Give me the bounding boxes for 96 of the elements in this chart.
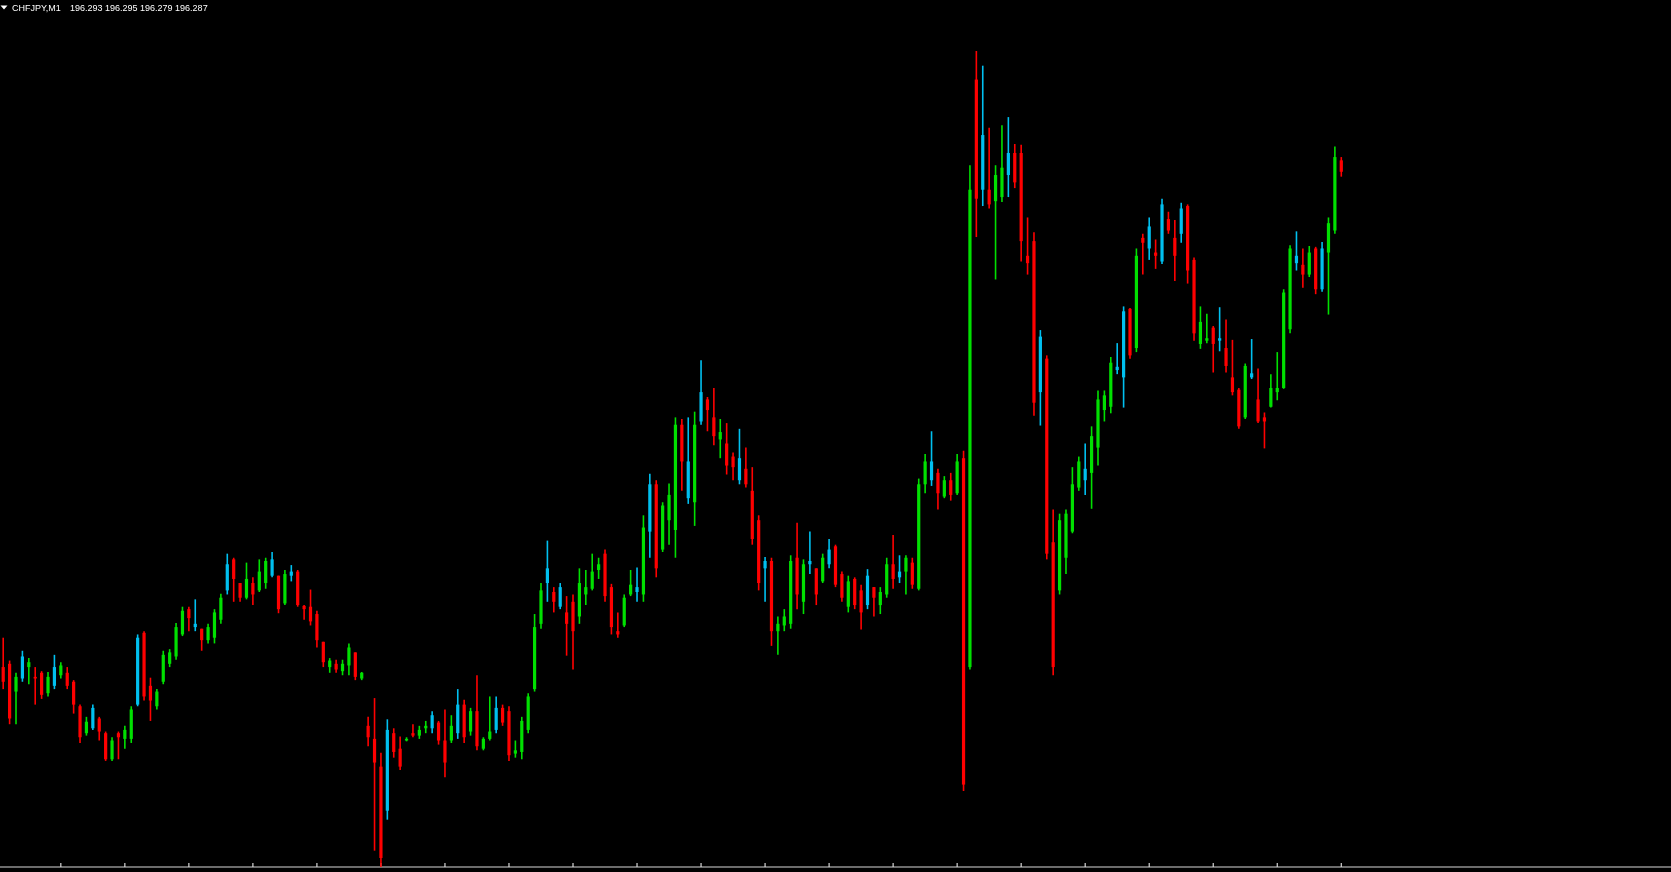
candlestick xyxy=(891,534,895,590)
candlestick xyxy=(705,396,710,433)
candlestick xyxy=(1141,232,1145,276)
candlestick xyxy=(206,623,210,645)
candlestick xyxy=(302,604,306,621)
candlestick xyxy=(565,595,569,657)
candlestick xyxy=(398,735,402,771)
candlestick xyxy=(72,679,76,715)
candlestick xyxy=(110,736,114,762)
candlestick xyxy=(500,703,505,727)
candlestick xyxy=(821,552,825,584)
candlestick xyxy=(558,582,562,610)
chart-subtitle: 196.293 196.295 196.279 196.287 xyxy=(70,3,208,13)
candlestick xyxy=(1147,216,1151,261)
candlestick xyxy=(635,566,639,603)
candlestick xyxy=(1256,367,1260,424)
candlestick xyxy=(1,636,5,690)
candlestick xyxy=(257,558,261,593)
candlestick xyxy=(737,428,742,486)
candlestick xyxy=(731,451,735,482)
candlestick xyxy=(1006,116,1010,198)
candlestick xyxy=(187,605,191,632)
candlestick xyxy=(910,556,914,590)
candlestick xyxy=(123,725,127,750)
candlestick xyxy=(1275,351,1279,402)
candlestick xyxy=(244,561,249,601)
candlestick xyxy=(949,472,953,502)
candlestick xyxy=(1224,318,1228,374)
candlestick xyxy=(372,697,377,852)
candlestick xyxy=(1218,306,1222,353)
candlestick xyxy=(180,605,185,637)
candlestick xyxy=(347,642,351,677)
candlestick xyxy=(40,670,44,700)
candlestick xyxy=(545,539,549,603)
candlestick xyxy=(923,453,927,495)
candlestick xyxy=(859,583,863,631)
candlestick xyxy=(1173,219,1177,282)
candlestick xyxy=(193,598,197,632)
candlestick xyxy=(65,666,69,690)
candlestick xyxy=(763,556,767,603)
candlestick xyxy=(782,608,786,632)
candlestick xyxy=(1262,411,1267,450)
candlestick xyxy=(1230,339,1235,397)
candlestick xyxy=(929,430,934,487)
candlestick xyxy=(91,703,95,731)
candlestick xyxy=(904,554,908,596)
candlestick xyxy=(878,586,882,615)
candlestick xyxy=(616,611,620,639)
candlestick xyxy=(872,586,876,618)
candlestick xyxy=(238,582,242,603)
candlestick xyxy=(232,556,236,603)
candlestick xyxy=(14,671,18,725)
candlestick xyxy=(1154,238,1158,270)
candlestick xyxy=(597,556,601,580)
candlestick xyxy=(46,671,50,698)
candlestick xyxy=(936,467,940,511)
candlestick xyxy=(52,654,57,690)
candlestick xyxy=(27,657,31,686)
candlestick xyxy=(712,387,716,446)
candlestick xyxy=(494,695,498,734)
candlestick xyxy=(430,710,434,734)
candlestick xyxy=(321,640,325,668)
candlestick xyxy=(1205,312,1209,344)
candlestick xyxy=(468,707,473,737)
candlestick xyxy=(942,475,946,499)
candlestick xyxy=(148,676,153,722)
candlestick xyxy=(411,723,415,739)
candlestick xyxy=(392,727,396,759)
candlestick xyxy=(1301,247,1305,289)
candlestick xyxy=(590,552,594,592)
candlestick xyxy=(1307,245,1311,278)
candlestick xyxy=(725,422,729,476)
candlestick xyxy=(1250,338,1254,380)
candlestick xyxy=(1102,389,1106,423)
chart-title: CHFJPY,M1 xyxy=(12,3,61,13)
candlestick xyxy=(808,530,812,575)
candlestick xyxy=(20,649,25,683)
candlestick xyxy=(449,714,453,744)
candlestick xyxy=(1211,325,1215,374)
candlestick xyxy=(1198,305,1203,350)
candlestick xyxy=(264,556,268,590)
candlestick xyxy=(1115,342,1119,375)
candlestick xyxy=(827,538,831,570)
candlestick xyxy=(33,666,37,706)
candlestick xyxy=(443,708,447,779)
candlestick xyxy=(552,586,556,614)
candlestick xyxy=(1269,373,1273,409)
candlestick xyxy=(436,720,441,746)
candlestick xyxy=(744,446,748,489)
candlestick xyxy=(116,730,121,761)
candlestick xyxy=(97,716,101,742)
candlestick xyxy=(840,570,844,603)
candlestick xyxy=(270,551,274,579)
candlestick xyxy=(1339,156,1343,178)
candlestick xyxy=(219,592,223,625)
candlestick xyxy=(1166,210,1171,235)
